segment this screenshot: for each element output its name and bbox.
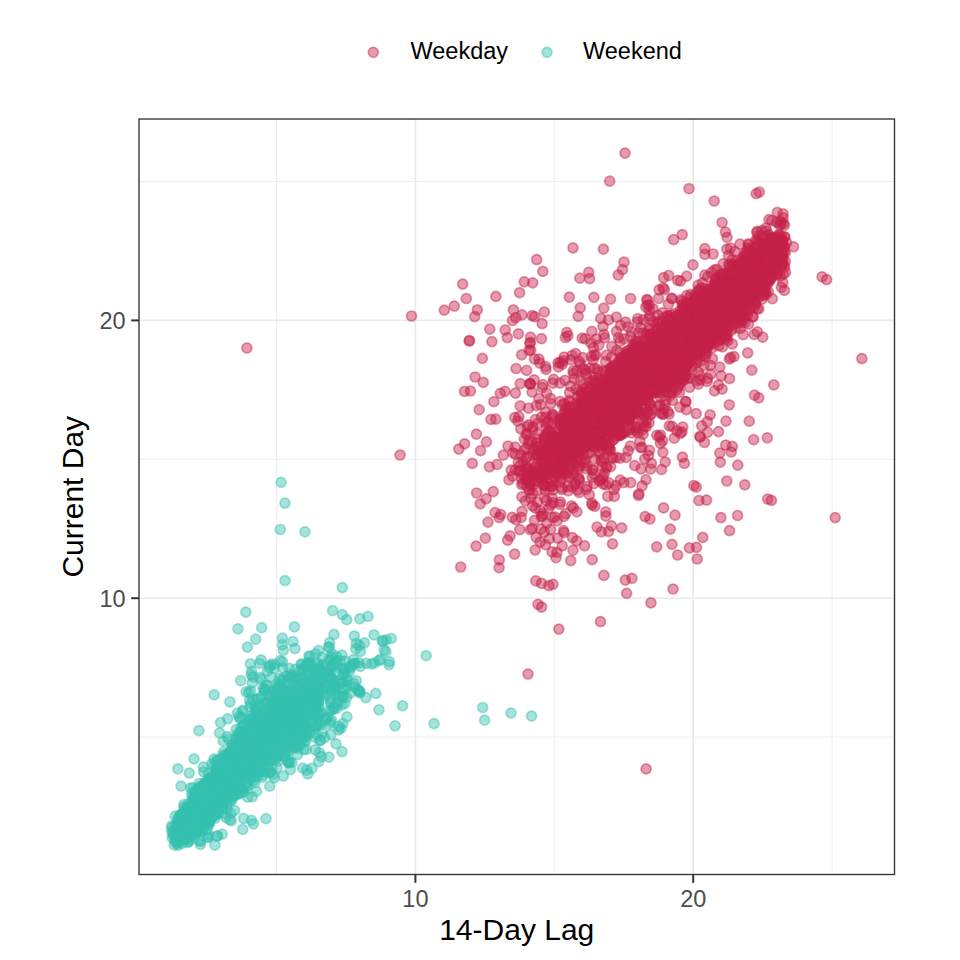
svg-text:14-Day Lag: 14-Day Lag <box>439 913 594 946</box>
svg-text:Weekday: Weekday <box>411 38 509 64</box>
svg-text:20: 20 <box>99 308 125 334</box>
svg-text:Current Day: Current Day <box>56 416 89 578</box>
svg-text:20: 20 <box>680 886 706 912</box>
svg-text:10: 10 <box>99 586 125 612</box>
svg-text:10: 10 <box>402 886 428 912</box>
svg-text:Weekend: Weekend <box>583 38 682 64</box>
